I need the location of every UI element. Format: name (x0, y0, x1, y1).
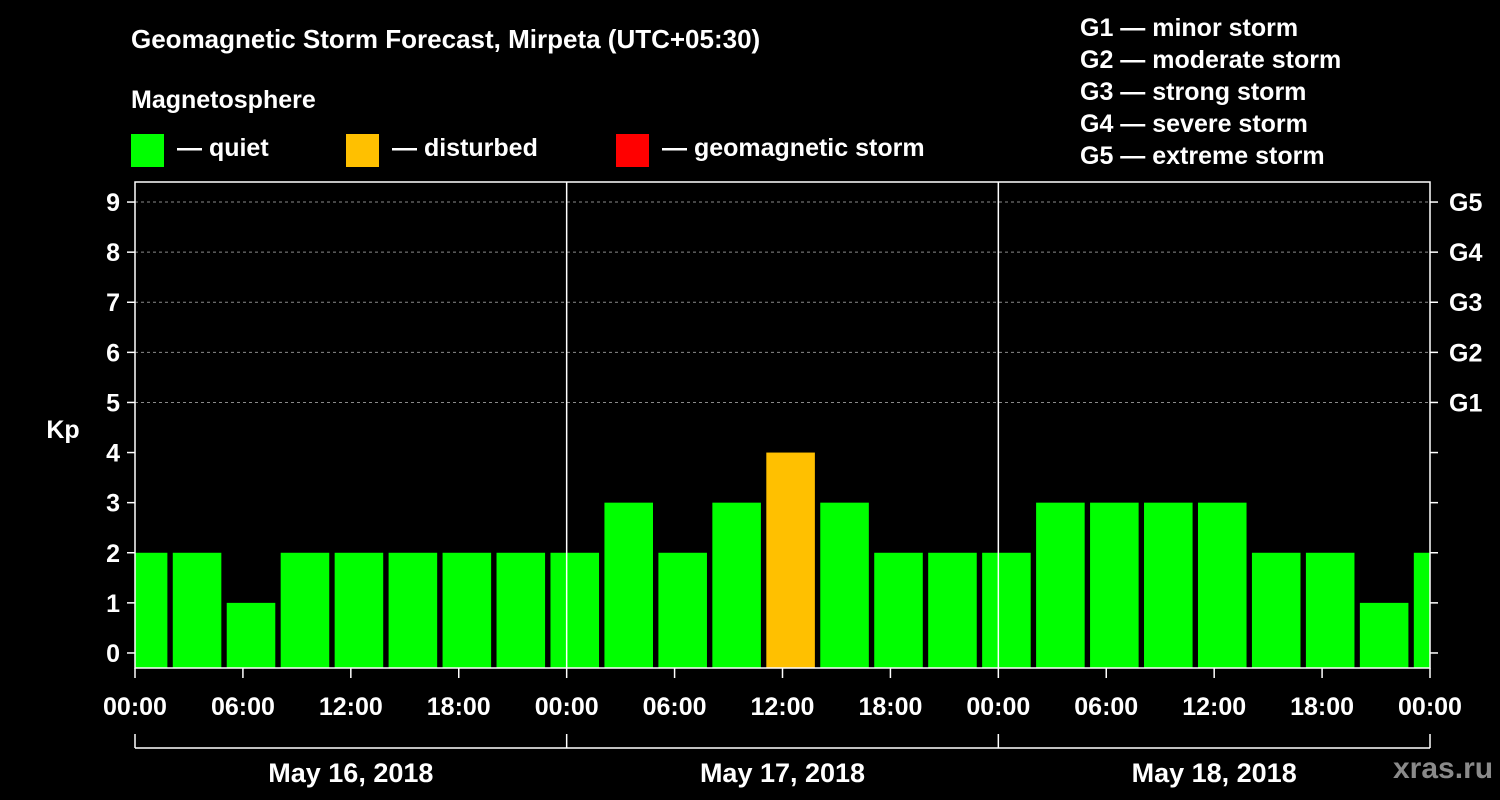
y-tick-label: 8 (106, 239, 120, 267)
x-tick-label: 00:00 (1398, 693, 1462, 721)
kp-bar-0 (135, 552, 168, 668)
kp-bar-14 (874, 552, 923, 668)
magnetosphere-label: Magnetosphere (131, 86, 316, 114)
g-level-label-g5: G5 (1449, 189, 1482, 217)
y-axis-label: Kp (46, 416, 79, 444)
storm-scale-g1: G1 — minor storm (1080, 14, 1299, 42)
x-tick-label: 18:00 (427, 693, 491, 721)
chart-title: Geomagnetic Storm Forecast, Mirpeta (UTC… (131, 24, 761, 54)
kp-bar-6 (442, 552, 492, 668)
day-label: May 17, 2018 (700, 758, 865, 788)
kp-bar-21 (1251, 552, 1301, 668)
x-tick-label: 18:00 (1290, 693, 1354, 721)
y-tick-label: 7 (106, 289, 120, 317)
kp-bar-24 (1413, 552, 1430, 668)
day-label: May 16, 2018 (268, 758, 433, 788)
day-label: May 18, 2018 (1132, 758, 1297, 788)
g-level-label-g4: G4 (1449, 239, 1482, 267)
y-tick-label: 2 (106, 540, 120, 568)
kp-bar-17 (1036, 502, 1085, 668)
x-tick-label: 12:00 (1182, 693, 1246, 721)
kp-bar-20 (1197, 502, 1247, 668)
kp-bar-15 (928, 552, 977, 668)
kp-bar-18 (1090, 502, 1139, 668)
kp-bar-13 (820, 502, 869, 668)
kp-bar-22 (1305, 552, 1355, 668)
x-tick-label: 00:00 (535, 693, 599, 721)
legend-disturbed-swatch (346, 134, 379, 167)
kp-bar-10 (658, 552, 707, 668)
kp-bar-3 (280, 552, 330, 668)
kp-bar-8 (550, 552, 600, 668)
g-level-label-g1: G1 (1449, 389, 1482, 417)
x-tick-label: 00:00 (103, 693, 167, 721)
y-tick-label: 9 (106, 189, 120, 217)
kp-bar-4 (334, 552, 384, 668)
kp-bar-9 (604, 502, 653, 668)
kp-bar-12 (766, 452, 815, 668)
x-tick-label: 06:00 (1074, 693, 1138, 721)
storm-scale-g2: G2 — moderate storm (1080, 46, 1342, 74)
y-tick-label: 3 (106, 490, 120, 518)
y-tick-label: 4 (106, 440, 120, 468)
kp-bar-1 (172, 552, 222, 668)
x-tick-label: 18:00 (858, 693, 922, 721)
y-tick-label: 0 (106, 640, 120, 668)
x-tick-label: 12:00 (319, 693, 383, 721)
kp-bar-19 (1144, 502, 1193, 668)
x-tick-label: 00:00 (966, 693, 1030, 721)
watermark: xras.ru (1393, 752, 1494, 785)
kp-bar-23 (1359, 602, 1409, 668)
x-tick-label: 12:00 (751, 693, 815, 721)
kp-bar-5 (388, 552, 438, 668)
legend-quiet-label: — quiet (177, 134, 269, 162)
kp-bar-11 (712, 502, 761, 668)
y-tick-label: 6 (106, 339, 120, 367)
y-tick-label: 1 (106, 590, 120, 618)
kp-bar-16 (982, 552, 1031, 668)
legend-storm-swatch (616, 134, 649, 167)
x-tick-label: 06:00 (211, 693, 275, 721)
kp-bar-7 (496, 552, 546, 668)
kp-bar-2 (226, 602, 276, 668)
storm-scale-g5: G5 — extreme storm (1080, 142, 1325, 170)
g-level-label-g3: G3 (1449, 289, 1482, 317)
storm-scale-g4: G4 — severe storm (1080, 110, 1308, 138)
g-level-label-g2: G2 (1449, 339, 1482, 367)
legend-quiet-swatch (131, 134, 164, 167)
x-tick-label: 06:00 (643, 693, 707, 721)
storm-scale-g3: G3 — strong storm (1080, 78, 1307, 106)
legend-disturbed-label: — disturbed (392, 134, 538, 162)
y-tick-label: 5 (106, 389, 120, 417)
legend-storm-label: — geomagnetic storm (662, 134, 925, 162)
